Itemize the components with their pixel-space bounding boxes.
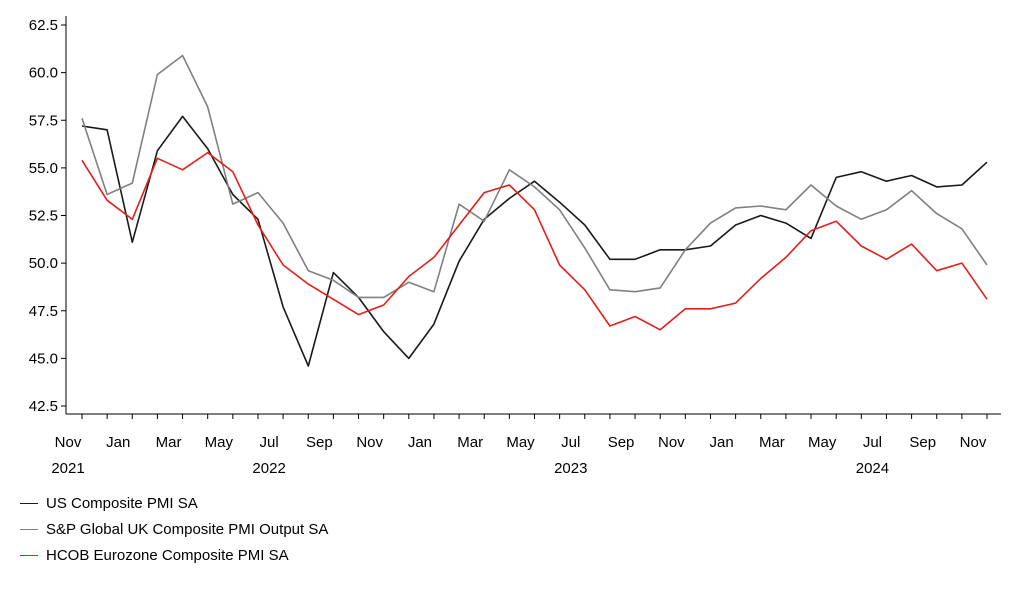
x-year-label: 2024 — [856, 460, 889, 477]
x-year-label: 2023 — [554, 460, 587, 477]
legend-item-uk: S&P Global UK Composite PMI Output SA — [20, 516, 328, 542]
y-tick-label: 52.5 — [29, 208, 58, 225]
y-axis: 42.5 45.0 47.5 50.0 52.5 55.0 57.5 60.0 62.5 — [29, 16, 67, 415]
x-tick-label: Jan — [710, 434, 734, 451]
legend-label-us: US Composite PMI SA — [46, 494, 198, 512]
x-tick-label: Nov — [658, 434, 685, 451]
x-tick-label: Nov — [55, 434, 82, 451]
series-line-eurozone — [81, 151, 988, 331]
y-tick-label: 50.0 — [29, 255, 58, 272]
x-tick-label: Jul — [260, 434, 279, 451]
x-tick-label: May — [808, 434, 837, 451]
legend-item-eurozone: HCOB Eurozone Composite PMI SA — [20, 542, 328, 568]
y-tick-label: 55.0 — [29, 160, 58, 177]
x-tick-label: Jan — [106, 434, 130, 451]
legend-swatch-uk — [20, 528, 38, 530]
x-year-label: 2022 — [252, 460, 285, 477]
y-tick-label: 62.5 — [29, 17, 58, 34]
x-tick-label: May — [506, 434, 535, 451]
x-tick-label: Sep — [608, 434, 635, 451]
x-tick-label: Sep — [909, 434, 936, 451]
series-line-us — [81, 115, 988, 367]
y-tick-label: 60.0 — [29, 65, 58, 82]
series-layer — [81, 54, 988, 367]
y-tick-label: 57.5 — [29, 112, 58, 129]
x-tick-label: Mar — [156, 434, 182, 451]
x-tick-label: May — [205, 434, 234, 451]
x-tick-label: Jul — [561, 434, 580, 451]
x-tick-label: Nov — [960, 434, 987, 451]
legend-item-us: US Composite PMI SA — [20, 490, 328, 516]
x-tick-label: Nov — [356, 434, 383, 451]
x-tick-label: Mar — [457, 434, 483, 451]
line-chart: 42.5 45.0 47.5 50.0 52.5 55.0 57.5 60.0 62.5 Nov… — [29, 16, 1001, 477]
x-tick-label: Jul — [863, 434, 882, 451]
x-tick-label: Jan — [408, 434, 432, 451]
series-line-uk — [81, 54, 988, 299]
x-tick-label: Sep — [306, 434, 333, 451]
legend-label-eurozone: HCOB Eurozone Composite PMI SA — [46, 546, 289, 564]
y-tick-label: 42.5 — [29, 398, 58, 415]
y-tick-label: 45.0 — [29, 350, 58, 367]
legend: US Composite PMI SA S&P Global UK Compos… — [20, 490, 328, 568]
legend-swatch-us — [20, 502, 38, 504]
legend-label-uk: S&P Global UK Composite PMI Output SA — [46, 520, 329, 538]
legend-swatch-eurozone — [20, 554, 38, 556]
x-year-label: 2021 — [51, 460, 84, 477]
x-tick-label: Mar — [759, 434, 785, 451]
y-tick-label: 47.5 — [29, 303, 58, 320]
x-axis: Nov 2021 Jan Mar May Jul 2022 Sep Nov Jan Mar May Ju… — [51, 413, 1001, 477]
